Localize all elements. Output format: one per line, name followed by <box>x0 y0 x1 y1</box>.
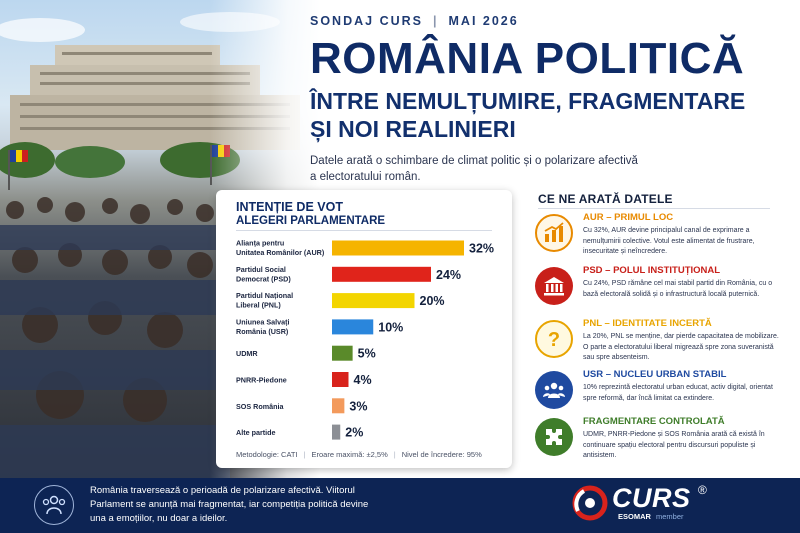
chart-divider <box>236 230 492 231</box>
value-label: 24% <box>436 268 461 282</box>
insight-fragmentation: FRAGMENTARE CONTROLATĂ UDMR, PNRR-Piedon… <box>535 416 787 468</box>
category-label: UDMR <box>236 349 258 358</box>
category-label: Liberal (PNL) <box>236 301 281 310</box>
puzzle-icon <box>535 418 573 456</box>
survey-kicker: SONDAJ CURS | MAI 2026 <box>310 14 519 28</box>
insight-text: Cu 32%, AUR devine principalul canal de … <box>583 227 755 255</box>
kicker-source: SONDAJ CURS <box>310 14 423 28</box>
insight-pnl: ? PNL – IDENTITATE INCERTĂ La 20%, PNL s… <box>535 318 787 370</box>
category-label: Democrat (PSD) <box>236 274 291 283</box>
people-icon <box>535 371 573 409</box>
kicker-date: MAI 2026 <box>448 14 519 28</box>
insight-aur: AUR – PRIMUL LOC Cu 32%, AUR devine prin… <box>535 212 787 264</box>
bar <box>332 293 415 309</box>
question-icon: ? <box>535 320 573 358</box>
svg-text:?: ? <box>548 329 560 351</box>
error-margin-label: Eroare maximă: ±2,5% <box>311 450 388 459</box>
bar <box>332 319 374 335</box>
value-label: 20% <box>420 294 445 308</box>
insight-heading: AUR – PRIMUL LOC <box>583 212 674 223</box>
vote-intention-card: INTENȚIE DE VOT ALEGERI PARLAMENTARE Ali… <box>216 190 512 468</box>
value-label: 4% <box>354 373 372 387</box>
category-label: Uniunea Salvați <box>236 317 290 326</box>
insights-title: CE NE ARATĂ DATELE <box>538 192 673 206</box>
category-label: SOS România <box>236 402 285 411</box>
kicker-separator: | <box>433 14 439 28</box>
insight-text: La 20%, PNL se menține, dar pierde capac… <box>583 333 779 361</box>
category-label: Partidul Național <box>236 291 293 300</box>
curs-logo: CURS ® ESOMAR member <box>572 483 712 525</box>
value-label: 10% <box>378 320 403 334</box>
logo-esomar: ESOMAR <box>618 512 651 521</box>
value-label: 32% <box>469 242 494 256</box>
insights-divider <box>538 208 770 209</box>
category-label: Unitatea Românilor (AUR) <box>236 248 325 257</box>
insight-heading: PNL – IDENTITATE INCERTĂ <box>583 318 712 329</box>
category-label: PNRR-Piedone <box>236 376 287 385</box>
methodology-label: Metodologie: CATI <box>236 450 298 459</box>
insight-text: UDMR, PNRR-Piedone și SOS România arată … <box>583 431 765 459</box>
insight-psd: PSD – POLUL INSTITUȚIONAL Cu 24%, PSD ră… <box>535 265 787 317</box>
value-label: 3% <box>349 399 367 413</box>
logo-member: member <box>656 512 684 521</box>
bar <box>332 266 431 282</box>
footer-text: România traversează o perioadă de polari… <box>90 485 369 524</box>
bar <box>332 398 345 414</box>
bar <box>332 345 353 361</box>
methodology-sep-1: | <box>303 450 306 459</box>
institution-icon <box>535 267 573 305</box>
footer-bar: România traversează o perioadă de polari… <box>0 478 800 533</box>
bar <box>332 372 349 387</box>
logo-registered: ® <box>698 483 707 497</box>
chart-title: INTENȚIE DE VOT <box>236 200 343 214</box>
category-label: Alte partide <box>236 428 276 437</box>
bar <box>332 240 464 256</box>
bar-chart-icon <box>535 214 573 252</box>
confidence-label: Nivel de încredere: 95% <box>401 450 482 459</box>
category-label: România (USR) <box>236 327 289 336</box>
methodology-sep-2: | <box>393 450 396 459</box>
chart-subtitle: ALEGERI PARLAMENTARE <box>236 215 386 227</box>
value-label: 2% <box>345 426 363 440</box>
lead-text: Datele arată o schimbare de climat polit… <box>310 155 638 183</box>
subtitle-line-2: ȘI NOI REALINIERI <box>310 116 516 142</box>
insight-heading: FRAGMENTARE CONTROLATĂ <box>583 416 725 427</box>
subtitle-line-1: ÎNTRE NEMULȚUMIRE, FRAGMENTARE <box>310 88 746 114</box>
logo-wordmark: CURS <box>612 483 691 513</box>
curs-logo-mark <box>572 485 608 521</box>
insight-text: Cu 24%, PSD rămâne cel mai stabil partid… <box>583 280 773 298</box>
value-label: 5% <box>358 347 376 361</box>
category-label: Partidul Social <box>236 265 286 274</box>
bar <box>332 424 341 440</box>
insight-usr: USR – NUCLEU URBAN STABIL 10% reprezintă… <box>535 369 787 421</box>
insight-heading: PSD – POLUL INSTITUȚIONAL <box>583 265 721 276</box>
page-subtitle: ÎNTRE NEMULȚUMIRE, FRAGMENTARE ȘI NOI RE… <box>310 87 745 143</box>
methodology-note: Metodologie: CATI | Eroare maximă: ±2,5%… <box>236 450 501 459</box>
group-icon <box>34 485 74 525</box>
category-label: Alianța pentru <box>236 239 284 248</box>
insight-heading: USR – NUCLEU URBAN STABIL <box>583 369 727 380</box>
page-title: ROMÂNIA POLITICĂ <box>310 34 745 83</box>
insight-text: 10% reprezintă electoratul urban educat,… <box>583 384 773 402</box>
